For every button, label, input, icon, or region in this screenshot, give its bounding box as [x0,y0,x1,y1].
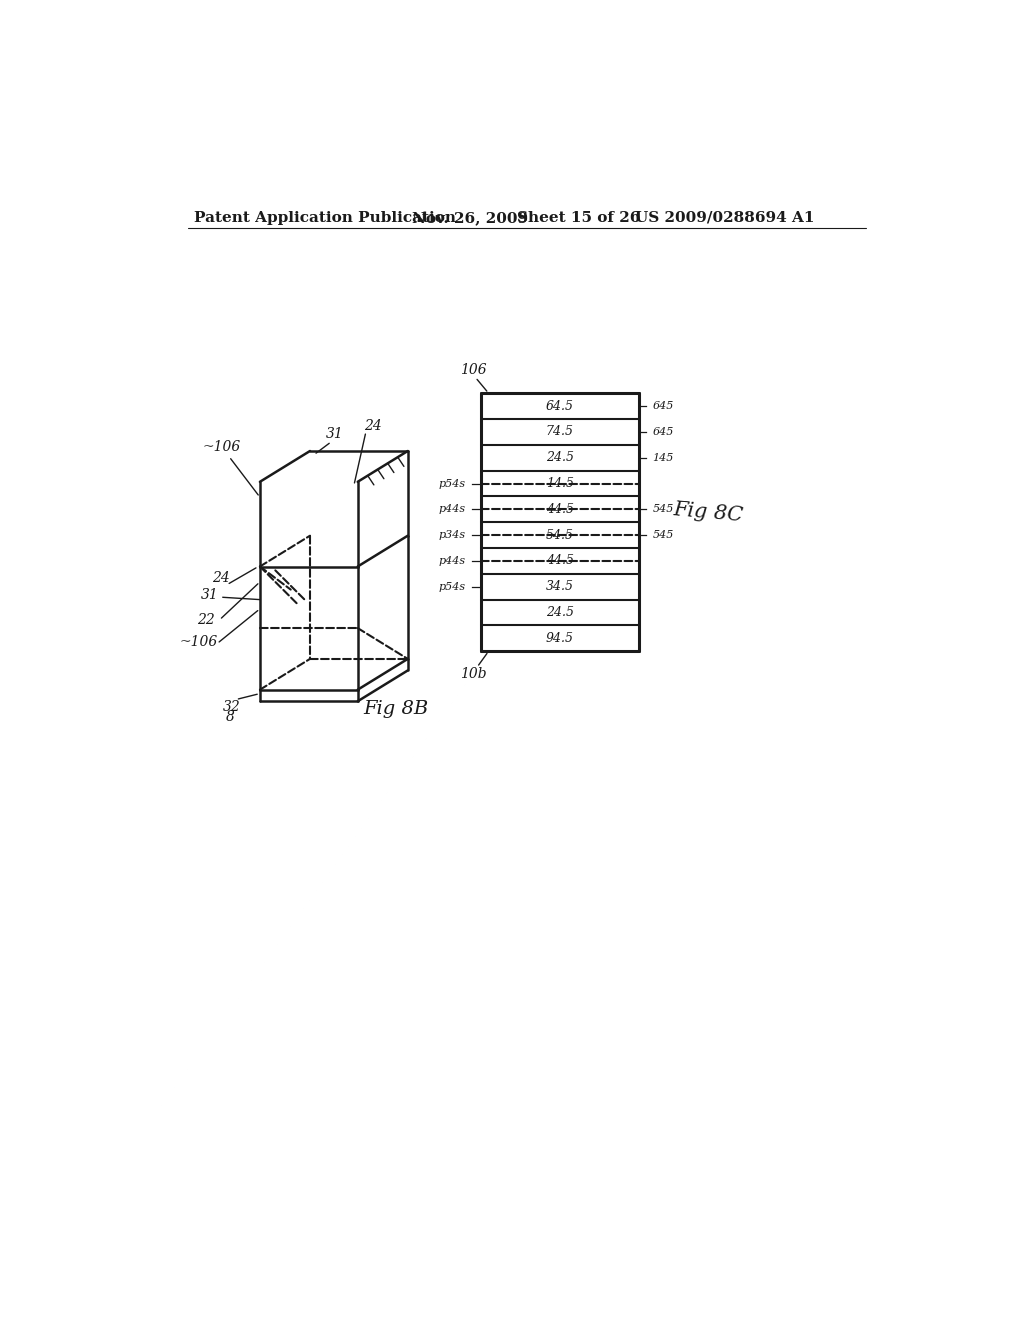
Text: 145: 145 [652,453,674,463]
Text: 645: 645 [652,426,674,437]
Text: Fig 8B: Fig 8B [364,700,429,718]
Text: Sheet 15 of 26: Sheet 15 of 26 [517,211,640,224]
Text: 545: 545 [652,531,674,540]
Text: 14.5: 14.5 [546,477,573,490]
Text: 24.5: 24.5 [546,451,573,465]
Text: p44s: p44s [438,504,465,515]
Text: US 2009/0288694 A1: US 2009/0288694 A1 [635,211,814,224]
Text: 22: 22 [198,614,215,627]
Text: p54s: p54s [438,479,465,488]
Text: 34.5: 34.5 [546,581,573,593]
Text: 32: 32 [223,700,241,714]
Text: 44.5: 44.5 [546,503,573,516]
Text: 645: 645 [652,401,674,411]
Text: 24.5: 24.5 [546,606,573,619]
Text: p54s: p54s [438,582,465,591]
Text: 64.5: 64.5 [546,400,573,413]
Text: p34s: p34s [438,531,465,540]
Text: 44.5: 44.5 [546,554,573,568]
Text: 545: 545 [652,504,674,515]
Text: 31: 31 [326,428,343,441]
Text: 106: 106 [460,363,486,378]
Text: 94.5: 94.5 [546,632,573,644]
Text: ~106: ~106 [203,440,241,454]
Text: 24: 24 [365,420,382,433]
Text: 74.5: 74.5 [546,425,573,438]
Text: Patent Application Publication: Patent Application Publication [194,211,456,224]
Text: 8: 8 [226,710,236,723]
Text: 31: 31 [201,587,219,602]
Text: p44s: p44s [438,556,465,566]
Text: Fig 8C: Fig 8C [672,500,744,525]
Text: Nov. 26, 2009: Nov. 26, 2009 [412,211,527,224]
Text: 54.5: 54.5 [546,528,573,541]
Text: 10b: 10b [460,668,486,681]
Text: 24: 24 [213,572,230,585]
Text: ~106: ~106 [179,635,217,649]
